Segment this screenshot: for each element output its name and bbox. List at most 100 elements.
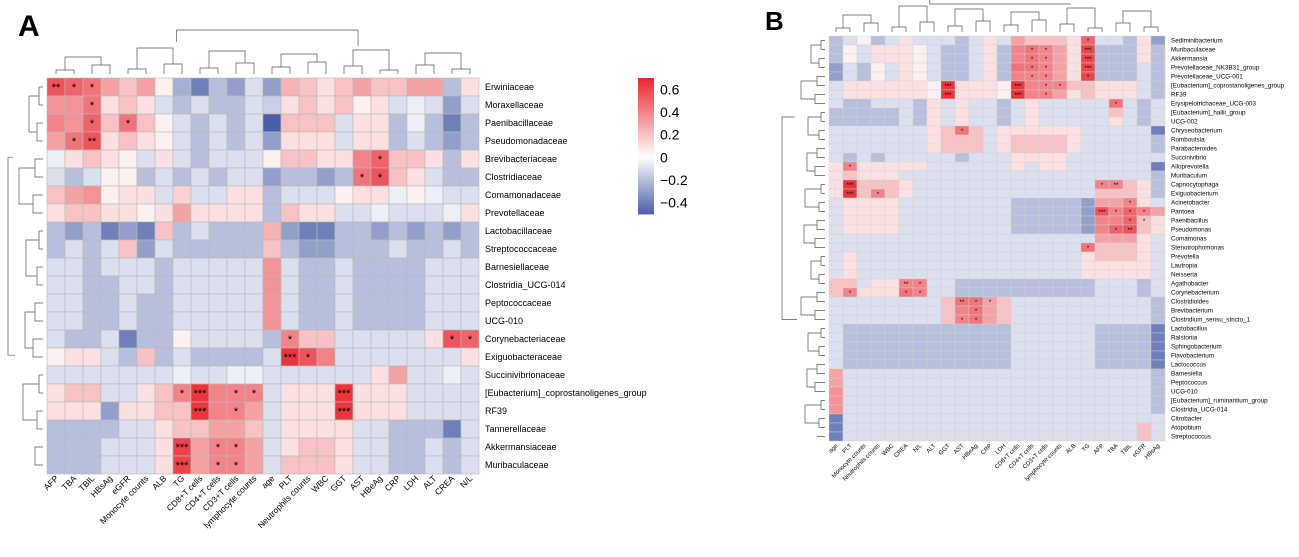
heatmap-cell — [1010, 242, 1026, 253]
heatmap-cell — [1066, 71, 1082, 82]
colorbar-segment — [638, 132, 654, 136]
heatmap-cell — [1080, 107, 1096, 118]
heatmap-cell — [352, 239, 372, 259]
heatmap-cell — [460, 455, 480, 475]
heatmap-cell — [898, 206, 914, 217]
heatmap-cell — [334, 365, 354, 385]
heatmap-cell — [856, 224, 872, 235]
heatmap-cell — [388, 275, 408, 295]
heatmap-cell — [370, 293, 390, 313]
heatmap-cell — [1066, 179, 1082, 190]
heatmap-cell — [388, 95, 408, 115]
heatmap-cell — [912, 143, 928, 154]
heatmap-cell — [1066, 161, 1082, 172]
heatmap-cell — [940, 260, 956, 271]
heatmap-cell — [982, 323, 998, 334]
heatmap-cell — [1024, 233, 1040, 244]
heatmap-cell — [388, 239, 408, 259]
heatmap-cell — [954, 170, 970, 181]
heatmap-cell — [1122, 260, 1138, 271]
heatmap-cell — [912, 386, 928, 397]
heatmap-cell — [424, 77, 444, 97]
heatmap-cell — [82, 347, 102, 367]
heatmap-cell — [1052, 62, 1068, 73]
heatmap-cell — [190, 239, 210, 259]
heatmap-cell — [842, 395, 858, 406]
heatmap-cell — [870, 125, 886, 136]
heatmap-cell — [298, 275, 318, 295]
heatmap-cell — [912, 224, 928, 235]
heatmap-cell — [828, 269, 844, 280]
heatmap-cell — [316, 365, 336, 385]
heatmap-cell — [926, 305, 942, 316]
heatmap-cell — [100, 455, 120, 475]
heatmap-cell — [898, 305, 914, 316]
heatmap-cell — [884, 368, 900, 379]
heatmap-cell — [1052, 251, 1068, 262]
column-label: GGT — [328, 473, 348, 493]
heatmap-cell — [316, 257, 336, 277]
heatmap-cell — [898, 377, 914, 388]
colorbar-tick-label: 0.6 — [660, 81, 680, 97]
heatmap-cell — [352, 383, 372, 403]
heatmap-cell — [1052, 98, 1068, 109]
significance-mark: ** — [1114, 183, 1119, 189]
heatmap-cell — [996, 152, 1012, 163]
heatmap-cell — [1038, 314, 1054, 325]
heatmap-cell — [1010, 278, 1026, 289]
heatmap-cell — [982, 242, 998, 253]
heatmap-cell — [912, 215, 928, 226]
heatmap-cell — [64, 257, 84, 277]
heatmap-cell — [82, 257, 102, 277]
heatmap-cell — [954, 62, 970, 73]
heatmap-cell — [298, 203, 318, 223]
heatmap-cell — [262, 455, 282, 475]
heatmap-cell — [884, 125, 900, 136]
heatmap-cell — [208, 239, 228, 259]
heatmap-cell — [926, 251, 942, 262]
heatmap-cell — [940, 188, 956, 199]
heatmap-cell — [828, 152, 844, 163]
heatmap-cell — [940, 278, 956, 289]
heatmap-cell — [926, 215, 942, 226]
heatmap-cell — [884, 233, 900, 244]
significance-mark: * — [1129, 210, 1132, 216]
heatmap-cell — [1038, 215, 1054, 226]
colorbar-segment — [638, 193, 654, 197]
heatmap-cell — [388, 167, 408, 187]
heatmap-cell — [262, 383, 282, 403]
heatmap-cell — [1010, 233, 1026, 244]
colorbar-segment — [638, 204, 654, 208]
heatmap-cell — [940, 170, 956, 181]
heatmap-cell — [172, 311, 192, 331]
row-label: Comamonadaceae — [485, 190, 561, 200]
heatmap-cell — [370, 185, 390, 205]
heatmap-cell — [118, 437, 138, 457]
heatmap-cell — [870, 161, 886, 172]
heatmap-cell — [982, 179, 998, 190]
colorbar-segment — [638, 164, 654, 167]
heatmap-cell — [1122, 233, 1138, 244]
heatmap-cell — [64, 347, 84, 367]
heatmap-cell — [870, 287, 886, 298]
heatmap-cell — [870, 80, 886, 91]
heatmap-cell — [172, 419, 192, 439]
heatmap-cell — [1136, 116, 1152, 127]
heatmap-cell — [1108, 125, 1124, 136]
heatmap-cell — [926, 431, 942, 442]
heatmap-cell — [316, 419, 336, 439]
heatmap-cell — [1024, 323, 1040, 334]
heatmap-cell — [870, 89, 886, 100]
heatmap-cell — [1066, 125, 1082, 136]
heatmap-cell — [1080, 287, 1096, 298]
heatmap-cell — [912, 323, 928, 334]
row-label: Neisseria — [1171, 272, 1198, 279]
heatmap-cell — [828, 359, 844, 370]
heatmap-cell — [828, 188, 844, 199]
heatmap-cell — [136, 203, 156, 223]
heatmap-cell — [1136, 431, 1152, 442]
row-label: Pseudomonas — [1171, 227, 1211, 234]
heatmap-cell — [316, 347, 336, 367]
heatmap-cell — [406, 275, 426, 295]
colorbar-segment — [638, 177, 654, 181]
